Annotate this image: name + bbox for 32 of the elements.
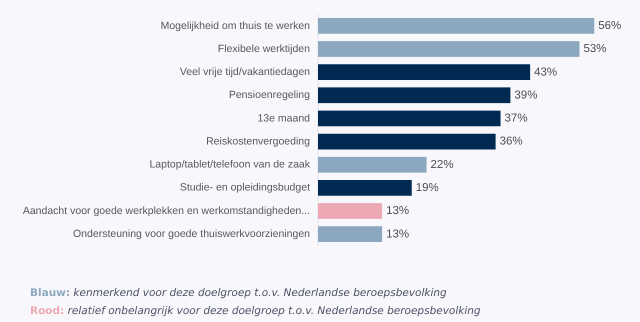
text: Blauw: kenmerkend voor deze doelgroep t.o.v. Nederlandse beroepsbevolking bbox=[30, 286, 448, 301]
y-tick-label: Flexibele werktijden bbox=[218, 42, 310, 55]
text: Rood: relatief onbelangrijk voor deze doelgroep t.o.v. Nederlandse beroepsbevolking bbox=[30, 304, 481, 319]
data-label: 22% bbox=[430, 158, 454, 171]
bar bbox=[318, 64, 530, 80]
y-tick-label: Veel vrije tijd/vakantiedagen bbox=[180, 66, 310, 78]
bar bbox=[318, 18, 594, 34]
data-label: 53% bbox=[583, 43, 606, 56]
data-label: 19% bbox=[416, 182, 439, 194]
bar bbox=[318, 203, 382, 219]
data-label: 37% bbox=[504, 112, 528, 125]
data-label: 39% bbox=[514, 89, 538, 102]
y-tick-label: 13e maand bbox=[257, 112, 310, 124]
y-tick-label: Ondersteuning voor goede thuiswerkvoorzieningen bbox=[73, 228, 310, 240]
y-tick-label: Pensioenregeling bbox=[228, 89, 310, 102]
bar bbox=[318, 134, 496, 150]
data-label: 13% bbox=[386, 228, 410, 240]
bar bbox=[318, 180, 412, 196]
data-label: 43% bbox=[534, 66, 558, 78]
y-tick-label: Laptop/tablet/telefoon van de zaak bbox=[149, 158, 311, 171]
bar bbox=[318, 226, 382, 242]
data-label: 13% bbox=[386, 205, 410, 218]
y-tick-label: Aandacht voor goede werkplekken en werkomstandigheden... bbox=[22, 204, 310, 217]
data-label: 56% bbox=[598, 20, 622, 32]
y-tick-label: Studie- en opleidingsbudget bbox=[180, 182, 310, 194]
bar bbox=[318, 87, 510, 104]
data-label: 36% bbox=[500, 136, 523, 148]
bar bbox=[318, 156, 427, 173]
bar bbox=[318, 110, 501, 126]
bar bbox=[318, 41, 580, 57]
y-tick-label: Mogelijkheid om thuis te werken bbox=[160, 20, 310, 32]
y-tick-label: Reiskostenvergoeding bbox=[206, 135, 310, 148]
